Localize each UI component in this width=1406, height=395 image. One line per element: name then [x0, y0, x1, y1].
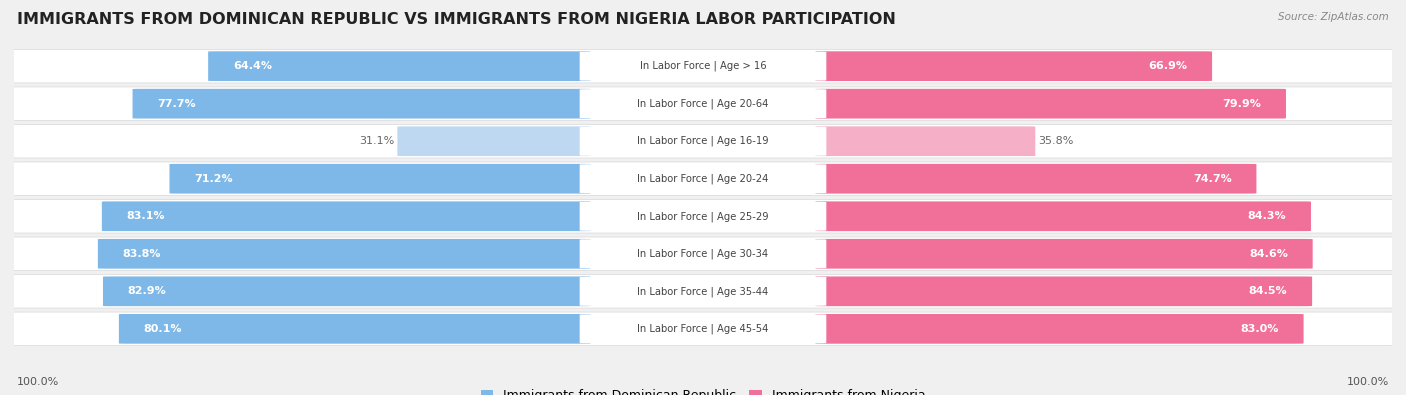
Text: IMMIGRANTS FROM DOMINICAN REPUBLIC VS IMMIGRANTS FROM NIGERIA LABOR PARTICIPATIO: IMMIGRANTS FROM DOMINICAN REPUBLIC VS IM…	[17, 12, 896, 27]
Text: 77.7%: 77.7%	[157, 99, 195, 109]
FancyBboxPatch shape	[815, 89, 1286, 118]
Text: 83.1%: 83.1%	[127, 211, 165, 221]
Text: 79.9%: 79.9%	[1222, 99, 1261, 109]
Text: 31.1%: 31.1%	[360, 136, 395, 146]
Text: In Labor Force | Age 45-54: In Labor Force | Age 45-54	[637, 324, 769, 334]
Text: 64.4%: 64.4%	[233, 61, 271, 71]
FancyBboxPatch shape	[579, 239, 827, 268]
FancyBboxPatch shape	[398, 126, 591, 156]
Text: 35.8%: 35.8%	[1038, 136, 1073, 146]
FancyBboxPatch shape	[170, 164, 591, 194]
FancyBboxPatch shape	[3, 49, 1403, 83]
Text: 84.5%: 84.5%	[1249, 286, 1288, 296]
FancyBboxPatch shape	[815, 164, 1257, 194]
Text: 100.0%: 100.0%	[1347, 377, 1389, 387]
Text: 84.6%: 84.6%	[1249, 249, 1288, 259]
FancyBboxPatch shape	[101, 201, 591, 231]
Text: In Labor Force | Age 16-19: In Labor Force | Age 16-19	[637, 136, 769, 147]
Legend: Immigrants from Dominican Republic, Immigrants from Nigeria: Immigrants from Dominican Republic, Immi…	[475, 384, 931, 395]
FancyBboxPatch shape	[815, 201, 1310, 231]
Text: 80.1%: 80.1%	[143, 324, 183, 334]
Text: 83.0%: 83.0%	[1240, 324, 1279, 334]
FancyBboxPatch shape	[579, 127, 827, 156]
FancyBboxPatch shape	[815, 126, 1035, 156]
FancyBboxPatch shape	[120, 314, 591, 344]
FancyBboxPatch shape	[3, 124, 1403, 158]
FancyBboxPatch shape	[132, 89, 591, 118]
Text: In Labor Force | Age > 16: In Labor Force | Age > 16	[640, 61, 766, 71]
FancyBboxPatch shape	[3, 312, 1403, 346]
FancyBboxPatch shape	[579, 277, 827, 306]
FancyBboxPatch shape	[579, 52, 827, 81]
FancyBboxPatch shape	[579, 89, 827, 118]
FancyBboxPatch shape	[3, 162, 1403, 196]
Text: Source: ZipAtlas.com: Source: ZipAtlas.com	[1278, 12, 1389, 22]
Text: 71.2%: 71.2%	[194, 174, 233, 184]
FancyBboxPatch shape	[103, 276, 591, 306]
Text: In Labor Force | Age 20-24: In Labor Force | Age 20-24	[637, 173, 769, 184]
FancyBboxPatch shape	[579, 164, 827, 193]
Text: 82.9%: 82.9%	[128, 286, 166, 296]
FancyBboxPatch shape	[579, 202, 827, 231]
Text: 84.3%: 84.3%	[1247, 211, 1286, 221]
Text: In Labor Force | Age 20-64: In Labor Force | Age 20-64	[637, 98, 769, 109]
FancyBboxPatch shape	[3, 237, 1403, 271]
FancyBboxPatch shape	[3, 87, 1403, 120]
Text: In Labor Force | Age 35-44: In Labor Force | Age 35-44	[637, 286, 769, 297]
FancyBboxPatch shape	[3, 275, 1403, 308]
FancyBboxPatch shape	[208, 51, 591, 81]
Text: 83.8%: 83.8%	[122, 249, 162, 259]
FancyBboxPatch shape	[579, 314, 827, 343]
FancyBboxPatch shape	[98, 239, 591, 269]
Text: In Labor Force | Age 30-34: In Labor Force | Age 30-34	[637, 248, 769, 259]
FancyBboxPatch shape	[815, 51, 1212, 81]
Text: 74.7%: 74.7%	[1192, 174, 1232, 184]
FancyBboxPatch shape	[815, 239, 1313, 269]
Text: 100.0%: 100.0%	[17, 377, 59, 387]
Text: 66.9%: 66.9%	[1149, 61, 1187, 71]
Text: In Labor Force | Age 25-29: In Labor Force | Age 25-29	[637, 211, 769, 222]
FancyBboxPatch shape	[3, 199, 1403, 233]
FancyBboxPatch shape	[815, 314, 1303, 344]
FancyBboxPatch shape	[815, 276, 1312, 306]
